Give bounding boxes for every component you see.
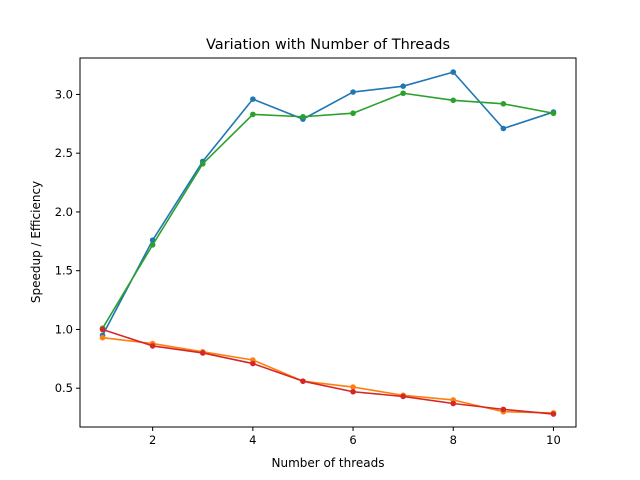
data-point xyxy=(99,334,106,341)
series-3 xyxy=(99,90,557,332)
data-point xyxy=(400,83,406,90)
data-point xyxy=(500,101,507,107)
series-4 xyxy=(99,326,557,417)
data-point xyxy=(99,326,106,333)
data-point xyxy=(450,400,457,407)
data-point xyxy=(149,242,156,248)
data-point xyxy=(550,411,557,417)
series-line xyxy=(102,328,554,415)
data-point xyxy=(250,360,256,367)
data-point xyxy=(400,393,406,400)
data-point xyxy=(550,110,557,117)
x-tick-label: 6 xyxy=(349,433,356,447)
y-tick-label: 2.5 xyxy=(55,146,73,160)
y-tick-label: 3.0 xyxy=(55,87,73,101)
data-point xyxy=(300,378,306,384)
data-point xyxy=(350,384,356,390)
x-tick-label: 8 xyxy=(450,433,457,447)
data-point xyxy=(149,343,156,349)
data-point xyxy=(350,388,356,395)
data-point xyxy=(400,90,406,97)
data-point xyxy=(199,160,206,167)
plot-frame xyxy=(79,57,577,428)
data-point xyxy=(250,96,256,102)
y-tick-label: 2.0 xyxy=(55,205,73,219)
data-point xyxy=(300,113,306,120)
x-axis-label: Number of threads xyxy=(272,456,385,470)
y-axis-label: Speedup / Efficiency xyxy=(29,181,43,303)
chart-title: Variation with Number of Threads xyxy=(206,37,450,53)
data-point xyxy=(350,110,356,117)
data-point xyxy=(450,97,457,104)
series-line xyxy=(101,92,554,329)
series-1 xyxy=(99,69,557,339)
data-point xyxy=(199,350,206,356)
series-line xyxy=(101,71,554,336)
data-point xyxy=(350,89,356,95)
data-point xyxy=(250,111,256,118)
axis-ticks: 2 4 6 8 10 0.5 1.0 1.5 2.0 2.5 3.0 xyxy=(55,87,561,447)
y-tick-label: 1.5 xyxy=(55,264,73,278)
series-lines xyxy=(99,69,557,417)
y-tick-label: 1.0 xyxy=(55,322,73,336)
data-point xyxy=(450,69,457,75)
x-tick-label: 10 xyxy=(546,433,561,447)
y-tick-label: 0.5 xyxy=(55,381,73,395)
data-point xyxy=(500,406,507,413)
x-tick-label: 2 xyxy=(149,433,156,447)
x-tick-label: 4 xyxy=(249,433,256,447)
data-point xyxy=(500,125,507,132)
